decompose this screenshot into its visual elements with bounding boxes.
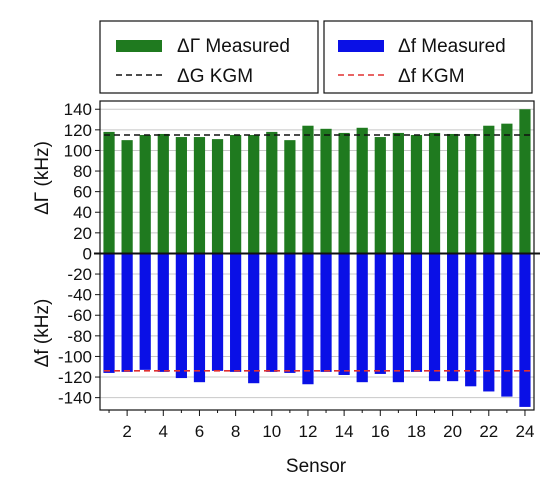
bar-f-11 (284, 253, 296, 373)
bar-gamma-4 (157, 133, 169, 254)
bar-f-3 (139, 253, 151, 370)
bar-f-20 (447, 253, 459, 382)
legend-left: ΔΓ Measured ΔG KGM (99, 20, 319, 94)
bar-f-17 (392, 253, 404, 383)
bar-f-23 (501, 253, 513, 397)
bar-gamma-3 (139, 134, 151, 254)
y-tick-label: 20 (73, 224, 92, 243)
bar-f-9 (248, 253, 260, 384)
legend-label-f-measured: Δf Measured (398, 36, 506, 57)
y-tick-label: 0 (83, 244, 92, 263)
bar-gamma-11 (284, 140, 296, 254)
bar-f-7 (211, 253, 224, 371)
bar-f-16 (374, 253, 386, 374)
bar-gamma-12 (302, 125, 314, 254)
legend-label-gamma-measured: ΔΓ Measured (177, 36, 290, 57)
y-axis-label-top: ΔΓ (kHz) (32, 141, 53, 215)
bar-gamma-24 (519, 109, 531, 254)
bar-gamma-7 (211, 139, 224, 254)
bar-gamma-18 (410, 134, 423, 254)
y-axis-label-bottom: Δf (kHz) (32, 299, 53, 368)
plot-border (99, 100, 535, 411)
bar-f-1 (103, 253, 115, 373)
x-tick-label: 4 (159, 422, 168, 441)
y-tick-label: 80 (73, 162, 92, 181)
bars (103, 109, 531, 407)
legend-patch-f (338, 40, 384, 52)
y-tick-label: -140 (58, 389, 92, 408)
bar-gamma-21 (465, 133, 477, 254)
y-tick-label: -120 (58, 368, 92, 387)
legend-right: Δf Measured Δf KGM (323, 20, 533, 94)
bar-gamma-16 (374, 137, 386, 254)
y-tick-label: 60 (73, 183, 92, 202)
x-tick-label: 20 (443, 422, 462, 441)
y-tick-label: -100 (58, 347, 92, 366)
bar-gamma-8 (230, 134, 242, 254)
bar-f-14 (338, 253, 350, 375)
reference-lines (104, 134, 530, 372)
bar-f-6 (193, 253, 206, 383)
bar-f-8 (230, 253, 242, 372)
bar-f-2 (121, 253, 133, 372)
y-tick-label: 40 (73, 203, 92, 222)
x-tick-label: 6 (195, 422, 204, 441)
x-tick-label: 10 (262, 422, 281, 441)
y-tick-label: 140 (64, 100, 92, 119)
bar-f-5 (175, 253, 187, 379)
y-tick-label: -60 (67, 306, 92, 325)
bar-gamma-20 (447, 133, 459, 254)
bar-gamma-14 (338, 132, 350, 254)
bar-f-18 (410, 253, 423, 372)
bar-gamma-22 (483, 125, 495, 254)
bar-f-15 (356, 253, 368, 383)
legend-label-f-kgm: Δf KGM (398, 66, 465, 87)
bar-f-22 (483, 253, 495, 392)
bar-f-21 (465, 253, 477, 387)
x-tick-label: 8 (231, 422, 240, 441)
bar-f-19 (428, 253, 441, 382)
legend-right-frame (323, 20, 533, 94)
x-axis-label: Sensor (286, 456, 347, 477)
x-tick-label: 12 (298, 422, 317, 441)
bar-gamma-10 (266, 131, 278, 254)
bar-gamma-5 (175, 137, 187, 254)
gridlines (100, 108, 534, 399)
y-tick-label: -80 (67, 327, 92, 346)
bar-gamma-17 (392, 132, 404, 254)
bar-gamma-13 (320, 128, 332, 254)
plot-frame (94, 100, 540, 416)
bar-f-4 (157, 253, 169, 372)
y-tick-label: -40 (67, 286, 92, 305)
x-tick-label: 16 (371, 422, 390, 441)
x-tick-label: 2 (122, 422, 131, 441)
y-tick-label: 120 (64, 121, 92, 140)
y-tick-label: -20 (67, 265, 92, 284)
bar-gamma-1 (103, 131, 115, 254)
bar-f-10 (266, 253, 278, 372)
x-tick-label: 24 (515, 422, 534, 441)
x-tick-label: 22 (479, 422, 498, 441)
bar-gamma-15 (356, 127, 368, 254)
x-tick-labels: 2 4 6 8 10 12 14 16 18 20 22 24 (122, 422, 534, 441)
bar-f-24 (519, 253, 531, 407)
x-tick-label: 18 (407, 422, 426, 441)
bar-gamma-23 (501, 123, 513, 254)
y-tick-label: 100 (64, 141, 92, 160)
bar-f-12 (302, 253, 314, 385)
bar-gamma-2 (121, 140, 133, 254)
legend-label-gamma-kgm: ΔG KGM (177, 66, 253, 87)
bar-f-13 (320, 253, 332, 372)
legend-left-frame (99, 20, 319, 94)
x-tick-label: 14 (335, 422, 354, 441)
bar-gamma-9 (248, 134, 260, 254)
bar-gamma-6 (193, 137, 206, 254)
bar-gamma-19 (428, 132, 441, 254)
legend-patch-gamma (116, 40, 162, 52)
